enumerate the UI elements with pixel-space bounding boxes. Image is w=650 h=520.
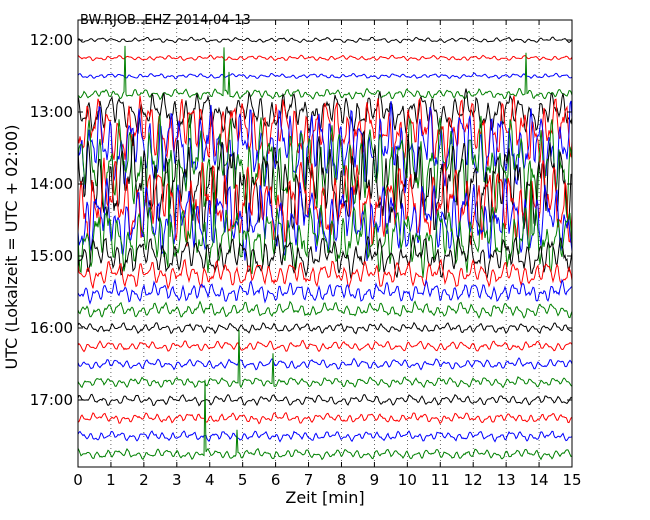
x-tick-label: 8: [337, 471, 347, 489]
seismic-trace: [78, 357, 572, 371]
x-tick-label: 9: [370, 471, 380, 489]
seismic-trace: [78, 379, 572, 461]
axis-ticks: 0 1 2 3 4 5 6 7 8 9 10 11 12 13 14 1512:0013:0014:0015:…: [30, 20, 582, 489]
x-tick-label: 15: [562, 471, 581, 489]
grid: [110, 20, 540, 467]
seismic-trace: [78, 430, 572, 443]
x-tick-label: 13: [497, 471, 516, 489]
x-tick-label: 4: [205, 471, 215, 489]
plot-frame: [77, 19, 573, 468]
seismic-trace: [78, 88, 572, 134]
seismic-trace: [78, 258, 572, 290]
seismic-trace: [78, 300, 572, 319]
seismic-trace: [78, 393, 572, 407]
seismic-trace: [78, 130, 572, 233]
x-tick-label: 14: [530, 471, 549, 489]
seismic-trace: [78, 411, 572, 425]
y-tick-label: 14:00: [30, 175, 73, 193]
y-tick-label: 17:00: [30, 391, 73, 409]
seismic-trace: [78, 329, 572, 389]
y-tick-label: 13:00: [30, 103, 73, 121]
y-tick-label: 12:00: [30, 31, 73, 49]
x-tick-label: 12: [464, 471, 483, 489]
seismic-trace: [78, 72, 572, 80]
x-tick-label: 3: [172, 471, 182, 489]
y-axis-label: UTC (Lokalzeit = UTC + 02:00): [2, 125, 21, 370]
traces: [78, 36, 572, 461]
y-tick-label: 15:00: [30, 247, 73, 265]
x-tick-label: 10: [398, 471, 417, 489]
seismic-trace: [78, 321, 572, 335]
y-tick-label: 16:00: [30, 319, 73, 337]
x-tick-label: 2: [139, 471, 149, 489]
x-tick-label: 0: [73, 471, 83, 489]
seismic-trace: [78, 157, 572, 247]
seismic-trace: [78, 45, 572, 101]
seismic-trace: [78, 178, 572, 262]
seismic-trace: [78, 278, 572, 305]
seismic-trace: [78, 54, 572, 62]
x-tick-label: 1: [106, 471, 116, 489]
x-tick-label: 7: [304, 471, 314, 489]
seismic-trace: [78, 339, 572, 353]
x-tick-label: 11: [431, 471, 450, 489]
x-tick-label: 5: [238, 471, 248, 489]
x-axis-label: Zeit [min]: [285, 488, 364, 507]
seismic-trace: [78, 234, 572, 279]
x-tick-label: 6: [271, 471, 281, 489]
seismic-trace: [78, 158, 572, 278]
seismic-trace: [78, 36, 572, 44]
chart-title: BW.RJOB..EHZ 2014-04-13: [80, 13, 251, 28]
